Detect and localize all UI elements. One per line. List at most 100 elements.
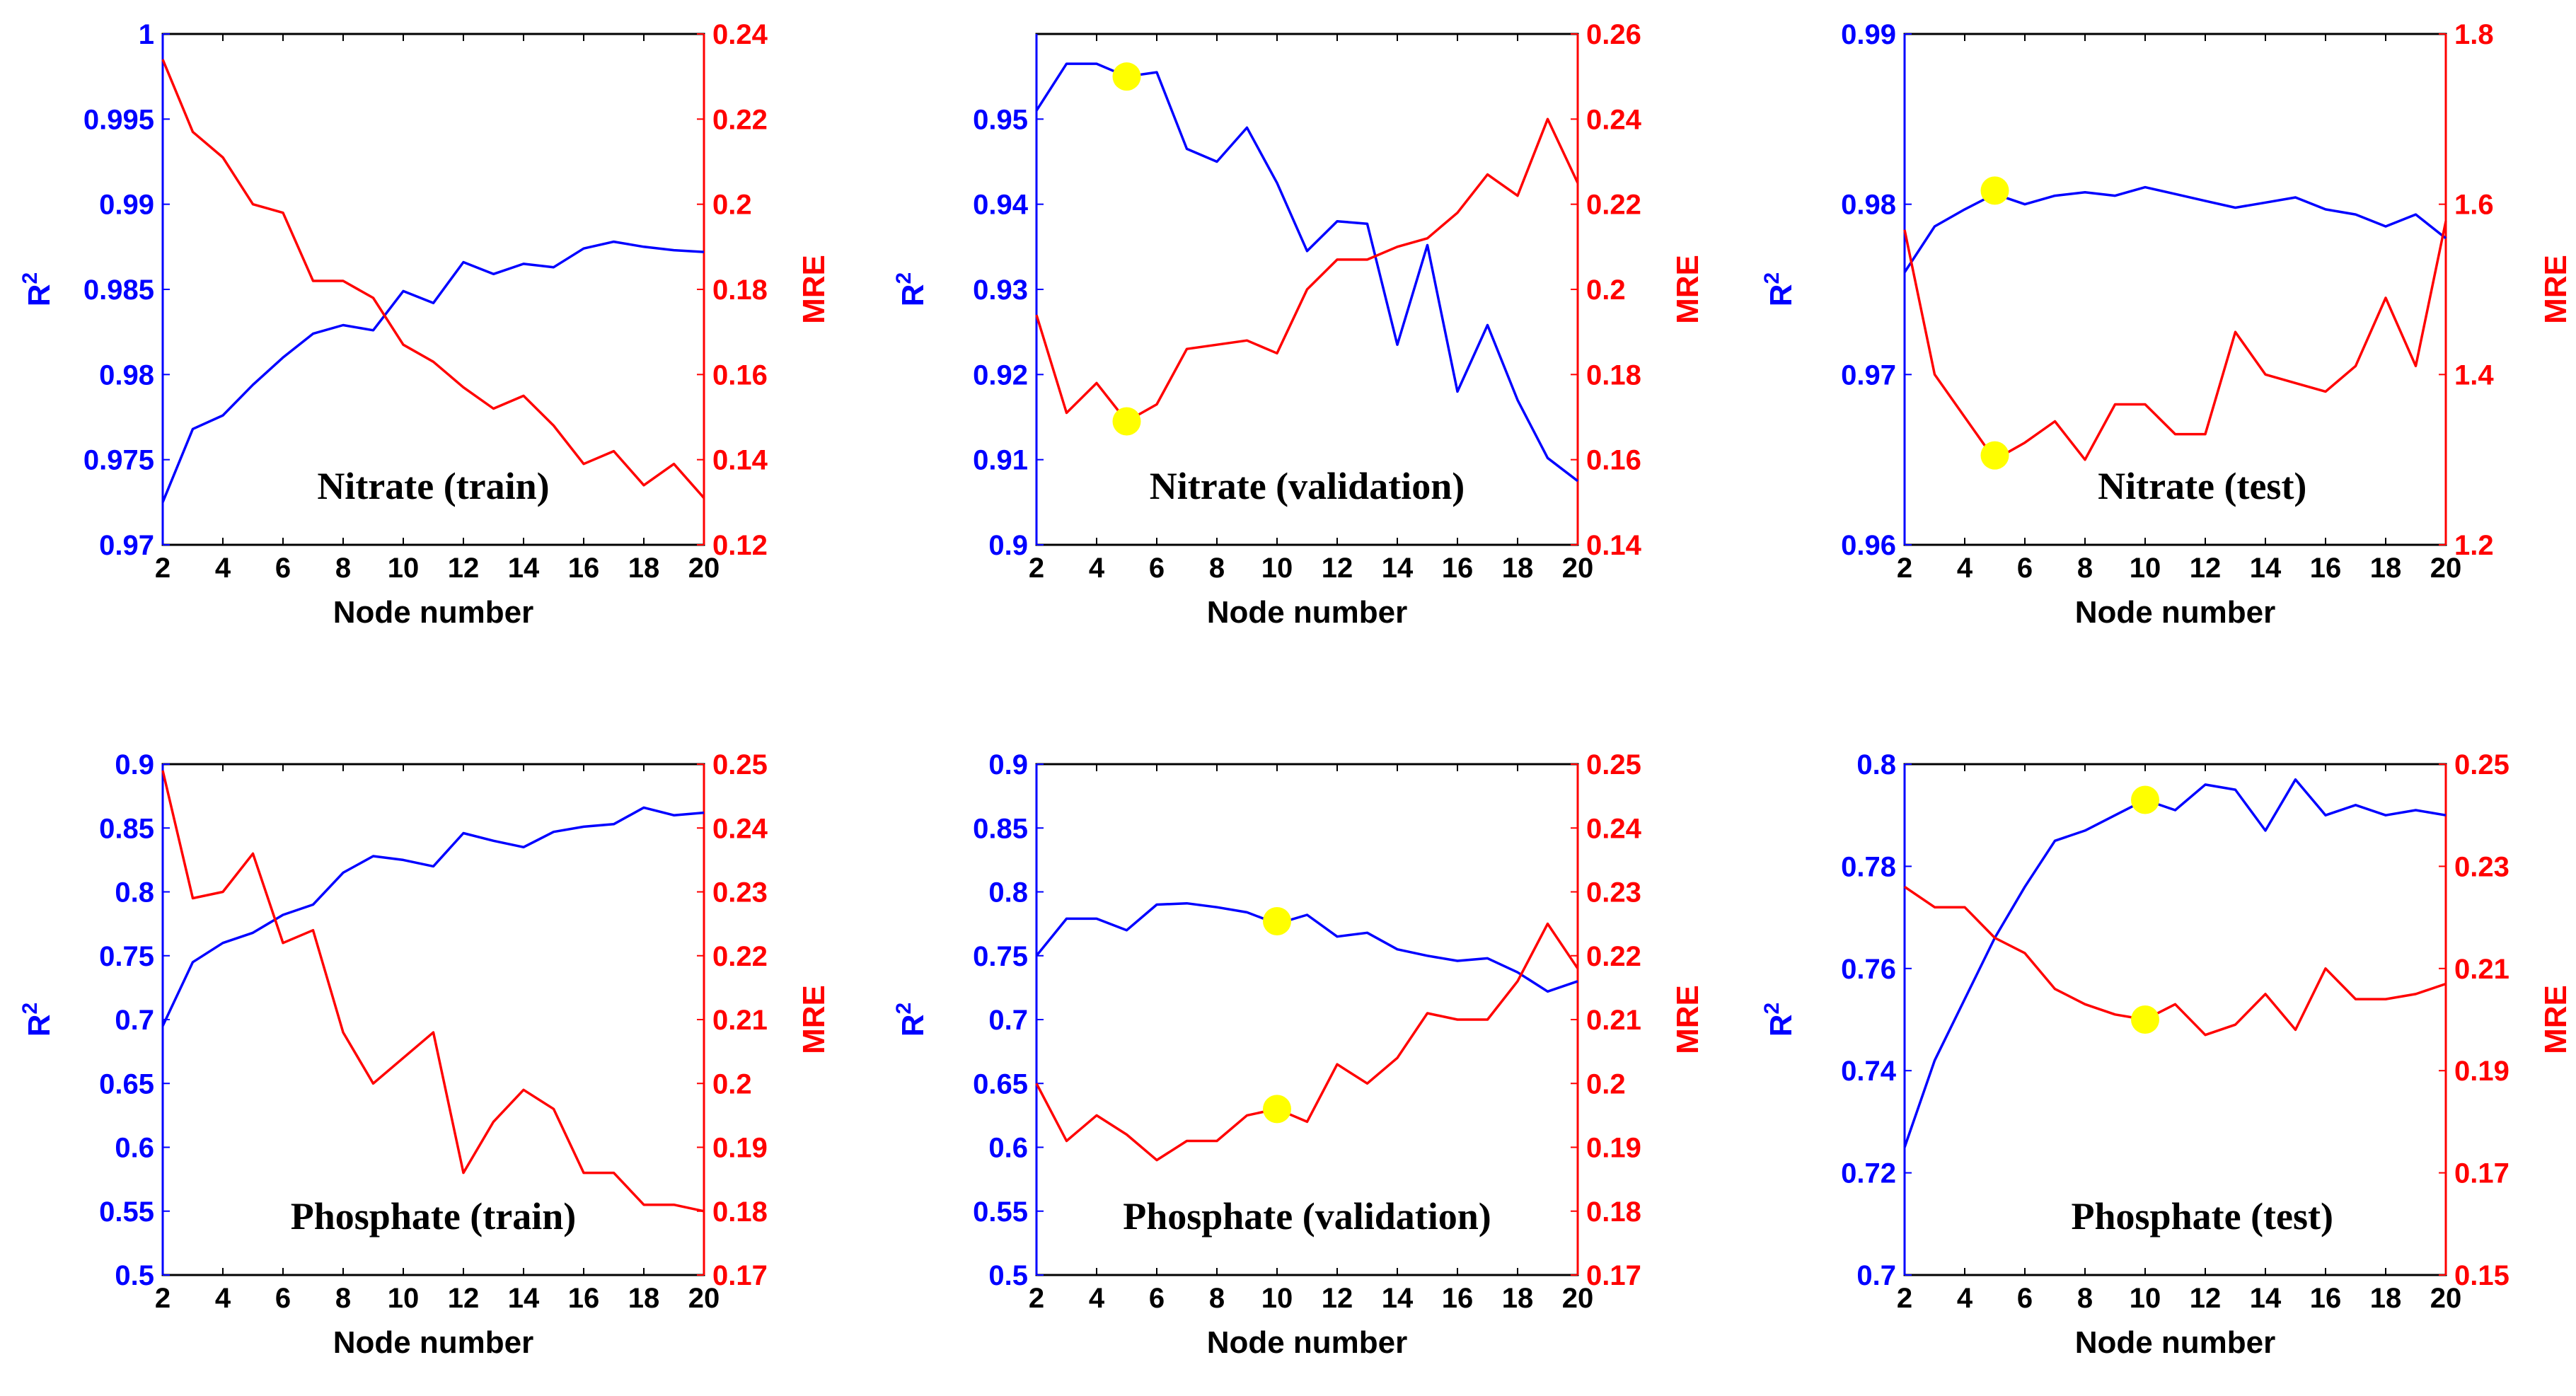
x-tick-label: 6 (2017, 553, 2033, 584)
x-tick-label: 10 (388, 1283, 420, 1314)
y-right-tick-label: 0.24 (1586, 813, 1642, 844)
y-left-tick-label: 0.96 (1841, 530, 1896, 561)
y-left-tick-label: 0.94 (973, 190, 1029, 221)
y-right-tick-label: 0.15 (2454, 1260, 2509, 1291)
y-right-tick-label: 0.23 (1586, 877, 1641, 908)
y-left-axis-title: R2 (892, 1003, 930, 1037)
x-tick-label: 16 (1442, 553, 1474, 584)
x-tick-label: 4 (1089, 553, 1105, 584)
y-right-tick-label: 0.19 (1586, 1133, 1641, 1164)
x-tick-label: 18 (2370, 553, 2402, 584)
x-tick-label: 12 (2190, 553, 2222, 584)
y-left-tick-label: 0.98 (1841, 190, 1896, 221)
y-left-tick-label: 0.9 (988, 530, 1028, 561)
series-line-r2 (161, 240, 705, 503)
y-left-tick-label: 0.55 (99, 1196, 154, 1228)
x-tick-label: 6 (1149, 553, 1165, 584)
y-left-tick-label: 0.8 (1856, 749, 1896, 780)
y-left-tick-label: 0.985 (83, 275, 154, 306)
x-tick-label: 4 (1089, 1283, 1105, 1314)
x-tick-label: 20 (1562, 1283, 1594, 1314)
y-left-tick-label: 0.97 (1841, 359, 1896, 391)
y-right-tick-label: 0.14 (712, 445, 768, 476)
x-tick-label: 16 (568, 553, 600, 584)
series-line-mre (1903, 221, 2447, 461)
x-tick-label: 2 (1029, 1283, 1044, 1314)
y-left-tick-label: 0.65 (99, 1068, 154, 1100)
y-left-tick-label: 0.99 (1841, 19, 1896, 50)
y-right-tick-label: 1.4 (2454, 359, 2494, 391)
x-tick-label: 12 (448, 1283, 480, 1314)
x-tick-label: 8 (1209, 553, 1225, 584)
y-right-axis-title: MRE (797, 255, 831, 324)
y-left-tick-label: 0.5 (115, 1260, 154, 1291)
x-tick-label: 12 (448, 553, 480, 584)
highlight-marker (1980, 441, 2009, 470)
y-right-tick-label: 0.2 (712, 190, 752, 221)
y-right-tick-label: 1.6 (2454, 190, 2494, 221)
y-right-tick-label: 0.26 (1586, 19, 1641, 50)
panel-title: Nitrate (validation) (1150, 465, 1465, 507)
x-tick-label: 14 (2250, 1283, 2282, 1314)
x-tick-label: 10 (1261, 553, 1293, 584)
y-left-tick-label: 0.9 (115, 749, 154, 780)
x-tick-label: 10 (388, 553, 420, 584)
x-tick-label: 2 (155, 1283, 171, 1314)
y-left-tick-label: 0.92 (973, 359, 1028, 391)
y-right-tick-label: 0.21 (1586, 1005, 1641, 1036)
y-left-tick-label: 0.55 (973, 1196, 1028, 1228)
y-right-tick-label: 0.22 (712, 941, 768, 972)
x-tick-label: 8 (1209, 1283, 1225, 1314)
y-right-tick-label: 0.18 (712, 1196, 768, 1228)
x-tick-label: 20 (688, 553, 720, 584)
y-right-tick-label: 0.22 (712, 104, 768, 135)
y-right-tick-label: 0.2 (1586, 1068, 1626, 1100)
series-line-mre (161, 770, 705, 1213)
y-left-tick-label: 0.6 (988, 1133, 1028, 1164)
y-right-tick-label: 0.18 (1586, 1196, 1641, 1228)
y-left-tick-label: 0.85 (99, 813, 154, 844)
y-right-axis-title: MRE (2539, 985, 2573, 1054)
y-left-tick-label: 0.95 (973, 104, 1028, 135)
y-right-tick-label: 0.25 (712, 749, 768, 780)
y-right-axis-title: MRE (1670, 985, 1705, 1054)
y-left-axis-title: R2 (1760, 272, 1798, 306)
x-tick-label: 8 (335, 553, 351, 584)
y-left-tick-label: 0.76 (1841, 954, 1896, 985)
x-tick-label: 18 (2370, 1283, 2402, 1314)
y-right-axis-title: MRE (797, 985, 831, 1054)
x-tick-label: 12 (1322, 553, 1353, 584)
y-right-tick-label: 0.17 (712, 1260, 768, 1291)
panel-title: Phosphate (test) (2072, 1195, 2333, 1238)
x-tick-label: 10 (1261, 1283, 1293, 1314)
x-tick-label: 4 (1957, 1283, 1973, 1314)
x-tick-label: 14 (508, 1283, 540, 1314)
y-left-tick-label: 0.74 (1841, 1056, 1897, 1087)
y-left-tick-label: 0.7 (988, 1005, 1028, 1036)
y-left-axis-title: R2 (18, 272, 57, 306)
x-tick-label: 16 (2310, 553, 2342, 584)
y-right-axis-title: MRE (2539, 255, 2573, 324)
x-tick-label: 10 (2130, 1283, 2161, 1314)
x-tick-label: 8 (335, 1283, 351, 1314)
highlight-marker (1112, 407, 1141, 436)
x-tick-label: 6 (2017, 1283, 2033, 1314)
y-right-tick-label: 0.23 (2454, 851, 2509, 882)
y-left-tick-label: 0.99 (99, 190, 154, 221)
y-right-tick-label: 0.19 (2454, 1056, 2509, 1087)
highlight-marker (2131, 1005, 2159, 1034)
panel-title: Phosphate (train) (291, 1195, 577, 1238)
x-tick-label: 16 (1442, 1283, 1474, 1314)
x-tick-label: 20 (1562, 553, 1594, 584)
x-tick-label: 20 (2430, 1283, 2462, 1314)
x-tick-label: 14 (508, 553, 540, 584)
x-tick-label: 18 (1502, 553, 1534, 584)
chart-panel-2: 2 4 6 8 10 12 14 16 18 20 0.9 0.91 0.92 0.93 0.94 0.95 0… (892, 19, 1705, 630)
y-right-axis-title: MRE (1670, 255, 1705, 324)
y-right-tick-label: 0.23 (712, 877, 768, 908)
x-tick-label: 4 (215, 553, 231, 584)
y-right-tick-label: 0.25 (2454, 749, 2509, 780)
panel-title: Nitrate (test) (2098, 465, 2306, 507)
y-left-axis-title: R2 (18, 1003, 57, 1037)
